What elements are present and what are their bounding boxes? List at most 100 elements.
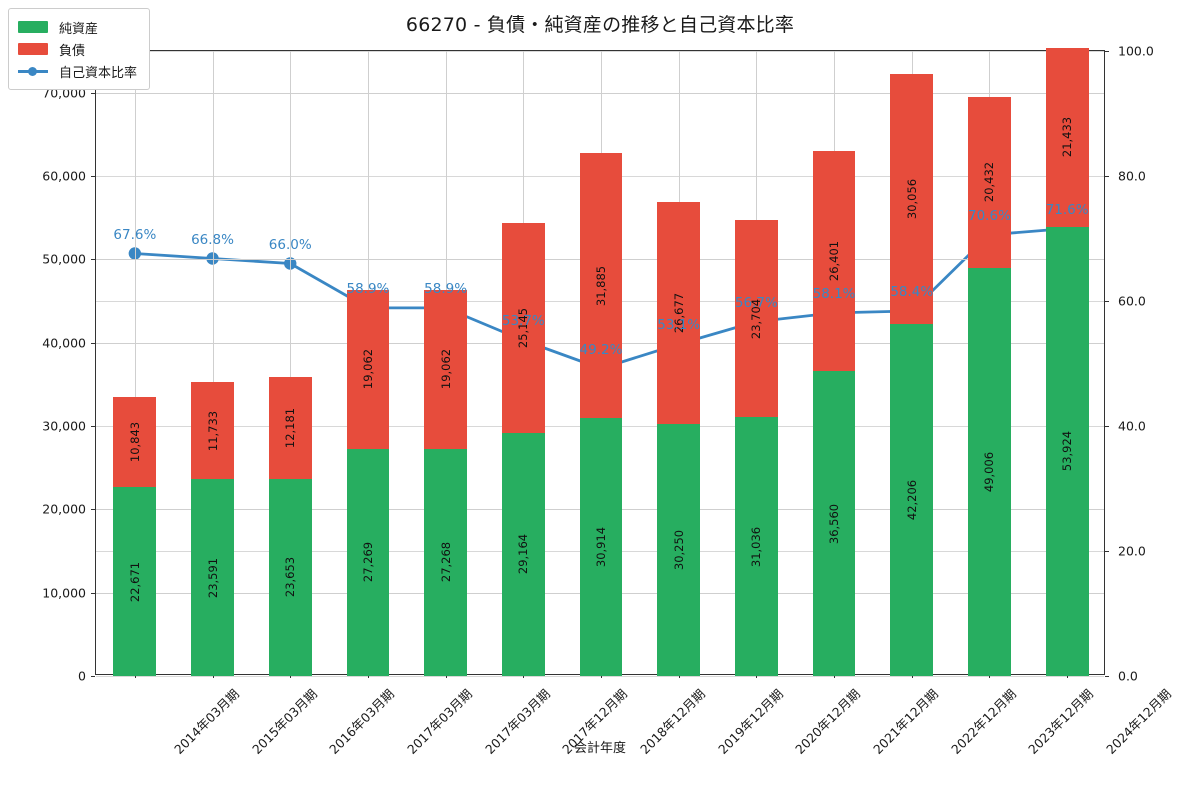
bar-value-label: 42,206 bbox=[904, 480, 919, 521]
y-axis-right-tickmark bbox=[1105, 301, 1109, 302]
y-axis-left-tick-label: 0 bbox=[78, 668, 86, 684]
bar-segment-net-assets: 23,591 bbox=[191, 479, 234, 676]
bar-segment-liabilities: 19,062 bbox=[346, 289, 390, 449]
bar-segment-liabilities: 11,733 bbox=[191, 381, 234, 480]
bar-value-label: 21,433 bbox=[1060, 117, 1075, 158]
legend-item[interactable]: 負債 bbox=[18, 38, 137, 60]
equity-ratio-value-label: 58.4% bbox=[890, 284, 934, 300]
y-axis-left-tick-label: 10,000 bbox=[42, 585, 86, 601]
bar-value-label: 19,062 bbox=[360, 349, 375, 390]
bar-value-label: 53,924 bbox=[1060, 431, 1075, 472]
y-axis-left-tick-label: 60,000 bbox=[42, 168, 86, 184]
bar-value-label: 20,432 bbox=[982, 162, 997, 203]
gridline-vertical bbox=[134, 51, 136, 674]
bar-segment-liabilities: 26,677 bbox=[657, 201, 701, 424]
bar-segment-net-assets: 31,036 bbox=[735, 417, 778, 676]
bar-segment-net-assets: 23,653 bbox=[268, 478, 312, 676]
legend-line-marker-icon bbox=[18, 65, 48, 77]
chart-title: 66270 - 負債・純資産の推移と自己資本比率 bbox=[405, 14, 795, 36]
x-axis-tickmark bbox=[212, 674, 214, 678]
bar-segment-net-assets: 29,164 bbox=[501, 432, 545, 676]
equity-ratio-value-label: 53.1% bbox=[657, 317, 701, 334]
y-axis-right-tickmark bbox=[1105, 176, 1109, 177]
y-axis-right-tick-label: 80.0 bbox=[1118, 168, 1146, 184]
bar-value-label: 31,036 bbox=[749, 526, 764, 567]
legend-item[interactable]: 純資産 bbox=[18, 16, 137, 38]
y-axis-right-tickmark bbox=[1105, 551, 1109, 552]
bar-value-label: 30,056 bbox=[904, 178, 919, 220]
x-axis-label: 会計年度 bbox=[573, 741, 626, 756]
bar-value-label: 30,914 bbox=[593, 527, 608, 568]
y-axis-left-tickmark bbox=[91, 592, 95, 594]
legend-label: 負債 bbox=[59, 43, 86, 59]
equity-ratio-value-label: 58.9% bbox=[346, 280, 390, 297]
bar-segment-liabilities: 21,433 bbox=[1045, 48, 1089, 227]
x-axis-tickmark bbox=[290, 674, 292, 678]
bar-value-label: 11,733 bbox=[205, 410, 220, 451]
bar-segment-net-assets: 27,268 bbox=[424, 448, 467, 676]
equity-ratio-value-label: 58.1% bbox=[812, 285, 856, 302]
bar-segment-net-assets: 49,006 bbox=[968, 267, 1011, 676]
bar-segment-net-assets: 22,671 bbox=[113, 487, 157, 676]
bar-value-label: 23,591 bbox=[205, 557, 220, 598]
equity-ratio-value-label: 71.6% bbox=[1045, 201, 1089, 218]
bar-value-label: 22,671 bbox=[127, 561, 142, 602]
bar-segment-net-assets: 27,269 bbox=[346, 448, 390, 676]
y-axis-left-tickmark bbox=[91, 509, 95, 511]
gridline-horizontal bbox=[96, 92, 1104, 94]
legend-swatch-icon bbox=[18, 21, 48, 33]
bar-segment-liabilities: 26,401 bbox=[812, 151, 856, 372]
y-axis-right-tick-label: 0.0 bbox=[1118, 668, 1138, 684]
bar-segment-net-assets: 30,914 bbox=[579, 418, 623, 676]
bar-value-label: 30,250 bbox=[671, 529, 686, 571]
gridline-vertical bbox=[212, 51, 214, 674]
bar-value-label: 29,164 bbox=[516, 534, 531, 575]
bar-segment-net-assets: 42,206 bbox=[890, 324, 934, 676]
legend-item[interactable]: 自己資本比率 bbox=[18, 60, 137, 82]
bar-segment-liabilities: 12,181 bbox=[268, 377, 312, 479]
y-axis-right-tick-label: 60.0 bbox=[1118, 293, 1146, 309]
bar-segment-net-assets: 36,560 bbox=[812, 371, 856, 676]
chart-legend: 純資産負債自己資本比率 bbox=[8, 8, 151, 90]
x-axis-tickmark bbox=[367, 674, 369, 678]
bar-segment-net-assets: 30,250 bbox=[657, 423, 701, 676]
x-axis-tickmark bbox=[834, 674, 836, 678]
x-axis-tickmark bbox=[1067, 674, 1069, 678]
y-axis-left-tickmark bbox=[91, 92, 95, 94]
x-axis-tickmark bbox=[678, 674, 680, 678]
y-axis-left-tick-label: 50,000 bbox=[42, 251, 86, 267]
x-axis-tickmark bbox=[445, 674, 447, 678]
y-axis-right-tick-label: 20.0 bbox=[1118, 543, 1146, 559]
legend-label: 自己資本比率 bbox=[59, 65, 138, 81]
bar-segment-liabilities: 23,704 bbox=[735, 219, 778, 418]
bar-value-label: 12,181 bbox=[283, 408, 298, 449]
equity-ratio-value-label: 70.6% bbox=[968, 207, 1011, 224]
y-axis-right-tickmark bbox=[1105, 51, 1109, 52]
x-axis-tickmark bbox=[989, 674, 991, 678]
bar-value-label: 19,062 bbox=[438, 349, 453, 390]
bar-value-label: 49,006 bbox=[982, 451, 997, 492]
bar-segment-liabilities: 10,843 bbox=[113, 396, 157, 488]
y-axis-right-tickmark bbox=[1105, 676, 1109, 677]
bar-value-label: 27,268 bbox=[438, 542, 453, 583]
equity-ratio-value-label: 49.2% bbox=[579, 341, 623, 358]
y-axis-left-tick-label: 40,000 bbox=[42, 335, 86, 351]
legend-swatch-icon bbox=[18, 43, 48, 55]
plot-area: 0 10,000 20,000 30,000 40,000 50,000 60,000 70,… bbox=[42, 44, 1154, 684]
x-axis-tickmark bbox=[134, 674, 136, 678]
y-axis-left-tick-label: 30,000 bbox=[42, 418, 86, 434]
bar-value-label: 36,560 bbox=[827, 503, 842, 544]
gridline-vertical bbox=[290, 51, 292, 674]
bar-value-label: 31,885 bbox=[593, 265, 608, 306]
bar-segment-liabilities: 19,062 bbox=[424, 289, 467, 449]
y-axis-left-tickmark bbox=[91, 259, 95, 261]
equity-ratio-value-label: 58.9% bbox=[424, 280, 468, 297]
bar-segment-liabilities: 20,432 bbox=[968, 97, 1011, 268]
bar-value-label: 26,401 bbox=[827, 241, 842, 282]
bar-value-label: 10,843 bbox=[127, 421, 142, 462]
y-axis-left-tickmark bbox=[91, 676, 95, 677]
bar-value-label: 23,653 bbox=[283, 557, 298, 598]
y-axis-right-tickmark bbox=[1105, 426, 1109, 427]
equity-ratio-value-label: 67.6% bbox=[113, 226, 157, 243]
y-axis-left-tick-label: 20,000 bbox=[42, 501, 86, 517]
